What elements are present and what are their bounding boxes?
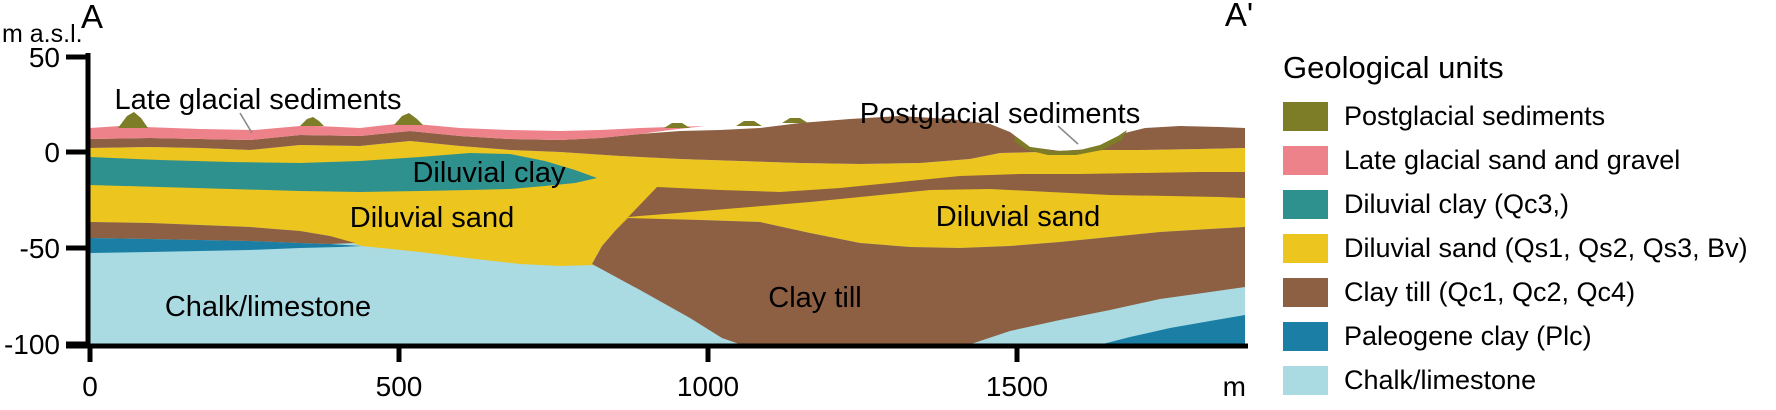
legend: Geological units Postglacial sediments L…: [1283, 52, 1775, 410]
postglacial-swatch: [1283, 102, 1328, 131]
section-unit-label: Clay till: [768, 282, 861, 314]
legend-item-chalk: Chalk/limestone: [1283, 366, 1775, 395]
section-unit-label: Late glacial sediments: [115, 84, 402, 116]
chalk-swatch: [1283, 366, 1328, 395]
legend-item-label: Chalk/limestone: [1344, 365, 1537, 395]
x-axis-tick-label: 1500: [986, 371, 1048, 402]
y-axis-tick-label: 0: [44, 137, 60, 168]
legend-item-diluvial-clay: Diluvial clay (Qc3,): [1283, 190, 1775, 219]
legend-item-clay-till: Clay till (Qc1, Qc2, Qc4): [1283, 278, 1775, 307]
x-axis-tick-label: 500: [376, 371, 423, 402]
section-labels: Late glacial sediments Postglacial sedime…: [81, 0, 1253, 323]
legend-item-late-glacial: Late glacial sand and gravel: [1283, 146, 1775, 175]
late-glacial-surface-band: [90, 120, 705, 140]
diluvial-clay-swatch: [1283, 190, 1328, 219]
section-unit-label: Postglacial sediments: [860, 98, 1140, 130]
paleogene-clay-left-band: [90, 238, 362, 253]
clay-till-middle-wedge: [612, 172, 1245, 234]
legend-item-label: Diluvial clay (Qc3,): [1344, 189, 1570, 219]
paleogene-clay-swatch: [1283, 322, 1328, 351]
postglacial-patch-main: [1014, 130, 1127, 155]
legend-item-diluvial-sand: Diluvial sand (Qs1, Qs2, Qs3, Bv): [1283, 234, 1775, 263]
y-axis-tick-label: -100: [4, 329, 60, 360]
legend-item-label: Clay till (Qc1, Qc2, Qc4): [1344, 277, 1636, 307]
postglacial-patch-4: [664, 123, 690, 128]
clay-till-swatch: [1283, 278, 1328, 307]
paleogene-clay-right-wedge: [1095, 315, 1245, 348]
legend-item-label: Diluvial sand (Qs1, Qs2, Qs3, Bv): [1344, 233, 1748, 263]
x-axis-tick-label: 1000: [677, 371, 739, 402]
y-axis-tick-label: 50: [29, 42, 60, 73]
section-unit-label: Diluvial sand: [936, 201, 1100, 233]
label-leader-line: [1057, 125, 1079, 145]
legend-item-label: Paleogene clay (Plc): [1344, 321, 1592, 351]
y-axis-unit-label: m a.s.l.: [2, 20, 83, 48]
legend-item-paleogene-clay: Paleogene clay (Plc): [1283, 322, 1775, 351]
legend-item-label: Late glacial sand and gravel: [1344, 145, 1681, 175]
clay-till-surface-cap: [90, 116, 1245, 164]
postglacial-patch-2: [300, 117, 324, 126]
section-unit-label: Diluvial clay: [412, 157, 566, 189]
x-axis-tick-label: 0: [82, 371, 98, 402]
late-glacial-swatch: [1283, 146, 1328, 175]
geological-layers: [90, 112, 1245, 348]
clay-till-main-body: [592, 218, 1245, 346]
x-axis-unit-label: m: [1223, 371, 1246, 402]
legend-item-label: Postglacial sediments: [1344, 101, 1606, 131]
section-unit-label: Diluvial sand: [350, 202, 514, 234]
legend-item-postglacial: Postglacial sediments: [1283, 102, 1775, 131]
profile-endpoint-a-prime-label: A': [1225, 0, 1253, 33]
postglacial-patch-1: [118, 112, 148, 128]
profile-endpoint-a-label: A: [81, 0, 103, 35]
legend-title: Geological units: [1283, 50, 1504, 85]
postglacial-patch-5: [736, 121, 762, 126]
postglacial-patch-6: [782, 118, 808, 123]
y-axis-tick-label: -50: [20, 233, 60, 264]
leader-lines: [239, 112, 1079, 145]
postglacial-patch-3: [394, 113, 423, 125]
section-unit-label: Chalk/limestone: [165, 291, 371, 323]
label-leader-line: [239, 112, 253, 134]
diluvial-clay-lens: [90, 153, 597, 192]
diluvial-sand-swatch: [1283, 234, 1328, 263]
clay-till-left-band: [90, 222, 355, 244]
